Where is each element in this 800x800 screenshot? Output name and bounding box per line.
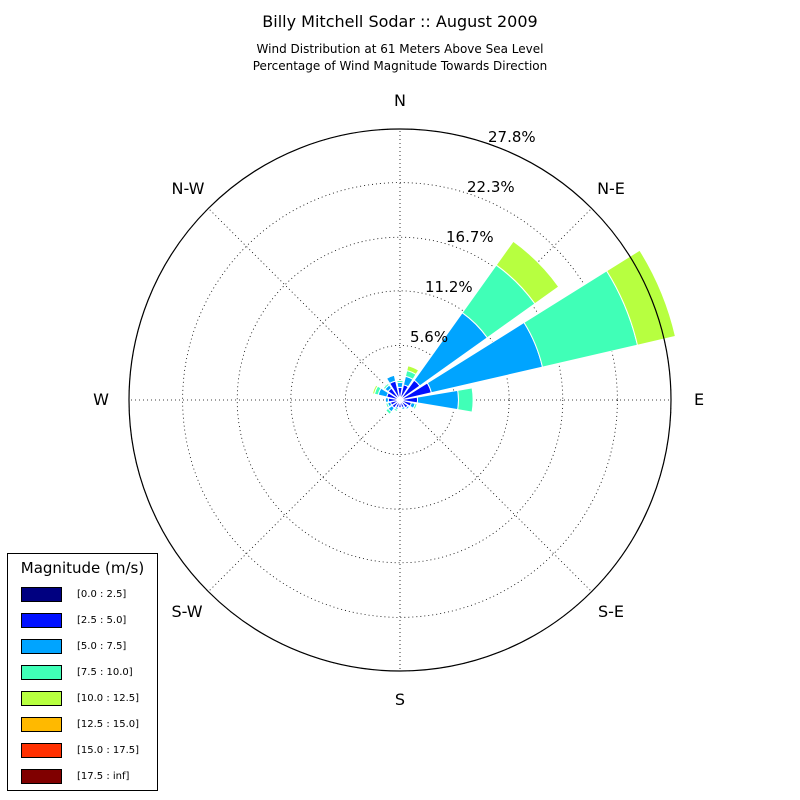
wind-bar-dir112.5-bin4 bbox=[412, 402, 418, 410]
wind-bar-dir0-bin4 bbox=[396, 380, 404, 384]
outer-circle bbox=[128, 128, 672, 672]
legend-label-4: [7.5 : 10.0] bbox=[77, 667, 133, 678]
wind-bar-dir45-bin5 bbox=[495, 240, 560, 305]
wind-bar-dir157.5-bin3 bbox=[401, 405, 406, 411]
ring-label-1: 5.6% bbox=[410, 328, 448, 346]
legend-title: Magnitude (m/s) bbox=[20, 559, 145, 577]
legend-swatch-5 bbox=[21, 691, 62, 706]
chart-title: Billy Mitchell Sodar :: August 2009 bbox=[262, 12, 538, 31]
legend-label-8: [17.5 : inf] bbox=[77, 771, 130, 782]
wind-bar-dir315-bin4 bbox=[382, 382, 390, 390]
wind-bar-dir135-bin4 bbox=[406, 406, 412, 412]
wind-bar-dir22.5-bin5 bbox=[406, 365, 420, 376]
wind-bar-dir0-bin3 bbox=[396, 381, 404, 389]
ring-label-5: 27.8% bbox=[488, 128, 536, 146]
wind-bar-dir202.5-bin4 bbox=[393, 407, 399, 412]
legend-swatch-6 bbox=[21, 717, 62, 732]
ring-labels: 5.6% 11.2% 16.7% 22.3% 27.8% bbox=[410, 128, 536, 346]
grid-ring-3 bbox=[236, 236, 564, 564]
wind-bar-dir337.5-bin3 bbox=[385, 374, 397, 385]
grid-spoke-315 bbox=[208, 208, 401, 401]
wind-bar-dir270-bin3 bbox=[384, 397, 390, 403]
direction-label-se: S-E bbox=[598, 602, 624, 621]
legend-label-2: [2.5 : 5.0] bbox=[77, 615, 127, 626]
legend-label-1: [0.0 : 2.5] bbox=[77, 589, 127, 600]
direction-label-ne: N-E bbox=[597, 179, 625, 198]
ring-label-2: 11.2% bbox=[425, 278, 473, 296]
legend-label-5: [10.0 : 12.5] bbox=[77, 693, 140, 704]
wind-bar-dir90-bin4 bbox=[457, 387, 474, 413]
chart-subtitle-line2: Percentage of Wind Magnitude Towards Dir… bbox=[252, 59, 548, 73]
wind-bar-dir225-bin4 bbox=[385, 407, 393, 415]
direction-label-e: E bbox=[694, 390, 704, 409]
legend-swatch-4 bbox=[21, 665, 62, 680]
wind-bar-dir67.5-bin5 bbox=[605, 249, 677, 346]
legend: Magnitude (m/s) [0.0 : 2.5] [2.5 : 5.0] … bbox=[7, 553, 158, 791]
legend-swatch-7 bbox=[21, 743, 62, 758]
direction-label-w: W bbox=[93, 390, 109, 409]
ring-label-4: 22.3% bbox=[467, 178, 515, 196]
legend-swatch-3 bbox=[21, 639, 62, 654]
legend-label-3: [5.0 : 7.5] bbox=[77, 641, 127, 652]
legend-swatch-2 bbox=[21, 613, 62, 628]
direction-label-n: N bbox=[394, 91, 406, 110]
legend-swatch-1 bbox=[21, 587, 62, 602]
wind-bar-dir247.5-bin4 bbox=[385, 402, 390, 409]
direction-label-sw: S-W bbox=[171, 602, 202, 621]
direction-label-nw: N-W bbox=[172, 179, 205, 198]
grid-spoke-135 bbox=[399, 399, 592, 592]
legend-label-6: [12.5 : 15.0] bbox=[77, 719, 140, 730]
wind-bars bbox=[371, 240, 677, 415]
grid-ring-2 bbox=[290, 290, 510, 510]
legend-swatch-8 bbox=[21, 769, 62, 784]
legend-label-7: [15.0 : 17.5] bbox=[77, 745, 140, 756]
wind-bar-dir180-bin4 bbox=[397, 408, 403, 411]
ring-label-3: 16.7% bbox=[446, 228, 494, 246]
direction-label-s: S bbox=[395, 690, 405, 709]
grid-spoke-225 bbox=[208, 399, 401, 592]
chart-subtitle-line1: Wind Distribution at 61 Meters Above Sea… bbox=[256, 42, 544, 56]
direction-labels: N N-E E S-E S S-W W N-W bbox=[93, 91, 704, 709]
wind-bar-dir292.5-bin5 bbox=[371, 384, 379, 395]
grid-ring-4 bbox=[182, 182, 618, 618]
